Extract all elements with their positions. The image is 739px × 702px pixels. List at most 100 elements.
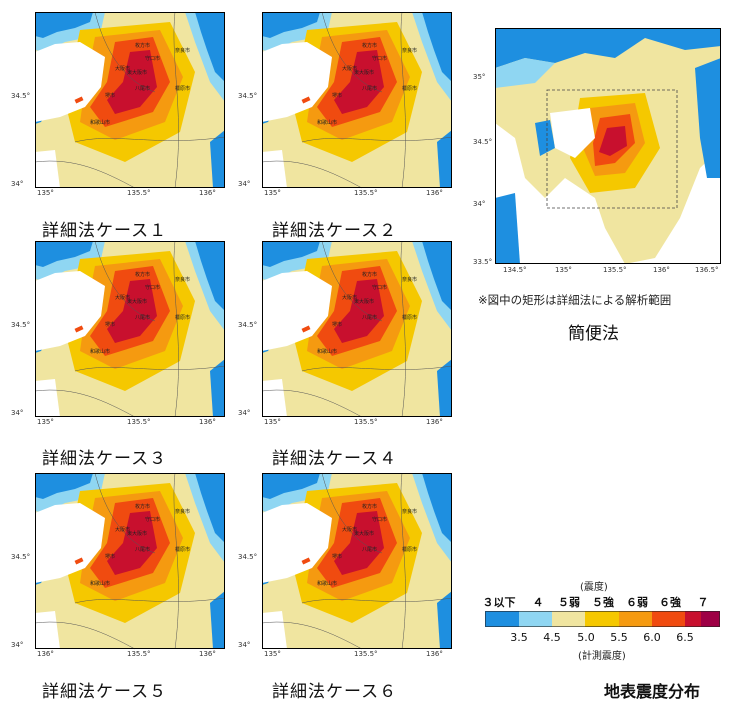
sea-area — [262, 611, 287, 649]
city-label: 橿原市 — [175, 85, 190, 92]
color-bar-segment — [485, 611, 519, 627]
airport-island — [74, 96, 84, 104]
osaka-bay — [262, 42, 332, 122]
intensity-6-strong-area — [334, 279, 384, 343]
boundary-line — [74, 136, 225, 143]
intensity-3-area — [210, 591, 225, 649]
y-tick-label: 34° — [11, 641, 24, 649]
legend-value-6-0: 6.0 — [643, 631, 661, 644]
y-tick-label: 34.5° — [11, 92, 31, 100]
legend-label-7: ７ — [697, 596, 709, 609]
color-bar-segment — [685, 611, 701, 627]
city-label: 八尾市 — [362, 546, 377, 553]
city-label: 大阪市 — [115, 65, 130, 72]
city-label: 守口市 — [372, 55, 387, 62]
legend-title-intensity: (震度) — [580, 582, 608, 593]
y-tick-label: 34.5° — [238, 321, 258, 329]
boundary-line — [74, 365, 225, 372]
simple-method-map: 35° 34.5° 34° 33.5° 134.5° 135° 135.5° 136° 136.… — [473, 28, 721, 274]
intensity-3-area — [422, 12, 452, 82]
detail-map-case5: 大阪市 枚方市 東大阪市 八尾市 堺市 和歌山市 奈良市 橿原市 守口市 34.5° 34° 136°… — [11, 473, 225, 661]
intensity-6-strong-area — [599, 126, 627, 156]
intensity-3-area — [535, 120, 555, 156]
city-label: 八尾市 — [362, 314, 377, 321]
airport-island — [301, 325, 311, 333]
x-tick-label: 135° — [264, 418, 281, 426]
boundary-line — [35, 389, 136, 418]
x-tick-label: 136° — [426, 189, 443, 197]
legend-value-5-0: 5.0 — [577, 631, 595, 644]
city-label: 八尾市 — [362, 85, 377, 92]
boundary-line — [173, 473, 179, 650]
color-bar-segment — [701, 611, 720, 627]
sea-area — [262, 379, 287, 417]
x-tick-label: 136° — [199, 189, 216, 197]
boundary-line — [262, 389, 363, 418]
panel-caption-case5: 詳細法ケース５ — [42, 682, 168, 702]
legend-label-6-strong: ６強 — [659, 596, 681, 609]
boundary-line — [321, 12, 383, 93]
intensity-3-area — [195, 12, 225, 82]
low-intensity-area — [495, 58, 555, 88]
intensity-3-area — [422, 241, 452, 311]
map-frame — [35, 12, 225, 188]
city-label: 奈良市 — [402, 47, 417, 54]
city-label: 和歌山市 — [90, 348, 110, 355]
detail-map-case1: 大阪市 枚方市 東大阪市 八尾市 堺市 和歌山市 奈良市 橿原市 守口市 34.5° 34° 135°… — [11, 12, 225, 200]
intensity-3-area — [35, 241, 93, 267]
city-label: 枚方市 — [362, 271, 377, 278]
city-label: 八尾市 — [135, 314, 150, 321]
intensity-color-bar — [485, 611, 720, 631]
x-tick-label: 136° — [199, 418, 216, 426]
panel-caption-case2: 詳細法ケース２ — [272, 221, 398, 241]
analysis-range-rect — [546, 89, 678, 209]
x-tick-label: 135.5° — [127, 418, 151, 426]
city-label: 和歌山市 — [90, 580, 110, 587]
legend-value-5-5: 5.5 — [610, 631, 628, 644]
boundary-line — [173, 241, 179, 418]
legend-label-4: ４ — [532, 596, 544, 609]
legend-label-5-weak: ５弱 — [558, 596, 580, 609]
detail-map-case6: 大阪市 枚方市 東大阪市 八尾市 堺市 和歌山市 奈良市 橿原市 守口市 34.5° 34° 135°… — [238, 473, 452, 661]
detail-map-case4: 大阪市 枚方市 東大阪市 八尾市 堺市 和歌山市 奈良市 橿原市 守口市 34.5° 34° 135°… — [238, 241, 452, 429]
y-tick-label: 34.5° — [473, 138, 493, 146]
city-label: 和歌山市 — [317, 348, 337, 355]
osaka-bay — [262, 503, 332, 583]
city-label: 守口市 — [145, 284, 160, 291]
city-label: 東大阪市 — [127, 298, 147, 305]
osaka-bay — [262, 271, 332, 351]
airport-island — [74, 557, 84, 565]
city-label: 大阪市 — [342, 65, 357, 72]
city-label: 和歌山市 — [90, 119, 110, 126]
intensity-3-area — [210, 359, 225, 417]
legend-value-3-5: 3.5 — [510, 631, 528, 644]
city-label: 堺市 — [332, 321, 342, 328]
map-frame — [262, 12, 452, 188]
airport-island — [301, 96, 311, 104]
x-tick-label: 135° — [37, 418, 54, 426]
city-label: 和歌山市 — [317, 119, 337, 126]
map-frame — [35, 241, 225, 417]
boundary-line — [301, 365, 452, 372]
intensity-3-area — [495, 193, 520, 264]
city-label: 堺市 — [105, 321, 115, 328]
color-bar-segment — [585, 611, 619, 627]
boundary-line — [94, 241, 156, 322]
boundary-line — [400, 473, 406, 650]
city-label: 奈良市 — [402, 508, 417, 515]
city-label: 橿原市 — [402, 314, 417, 321]
city-label: 守口市 — [372, 516, 387, 523]
intensity-3-area — [437, 591, 452, 649]
color-bar-segment — [652, 611, 685, 627]
sea-area — [35, 379, 60, 417]
y-tick-label: 34° — [238, 641, 251, 649]
airport-island — [74, 325, 84, 333]
x-tick-label: 134.5° — [503, 266, 527, 274]
y-tick-label: 35° — [473, 73, 486, 81]
city-label: 守口市 — [145, 516, 160, 523]
city-label: 奈良市 — [175, 508, 190, 515]
panel-caption-case6: 詳細法ケース６ — [272, 682, 398, 702]
color-bar-segment — [619, 611, 652, 627]
